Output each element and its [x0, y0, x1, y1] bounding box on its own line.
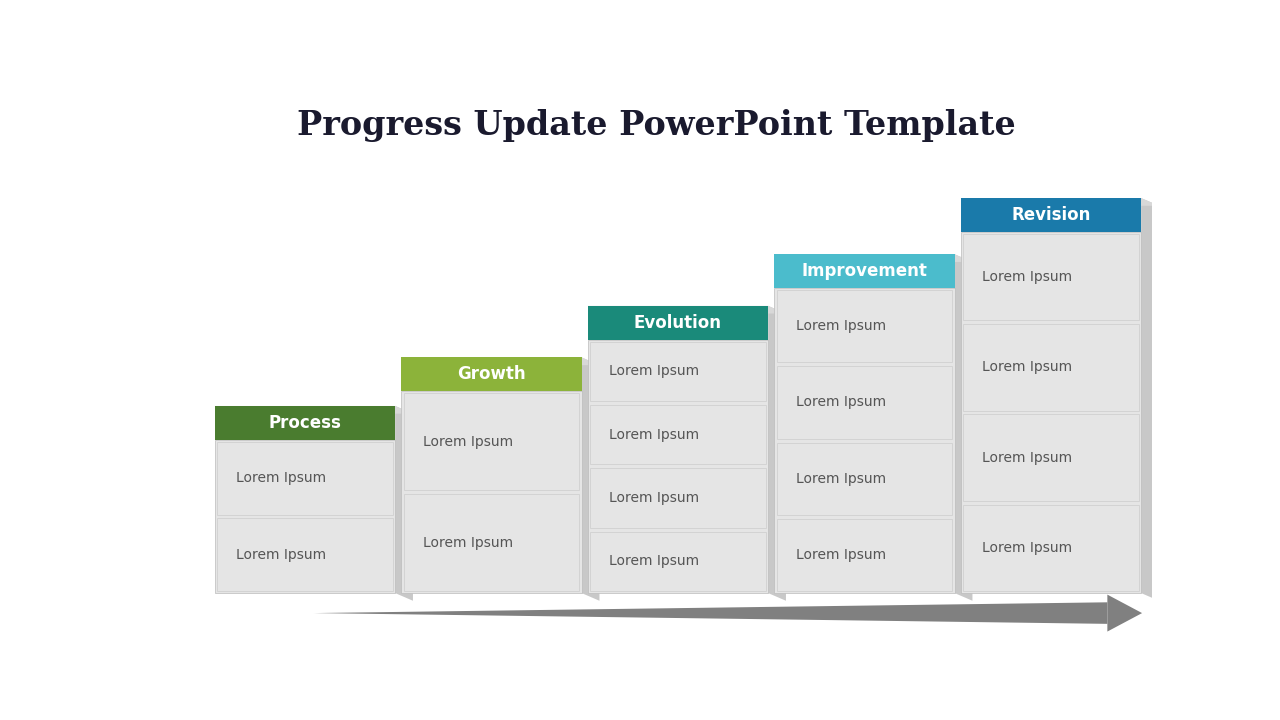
Text: Lorem Ipsum: Lorem Ipsum — [609, 491, 699, 505]
Text: Lorem Ipsum: Lorem Ipsum — [796, 472, 886, 486]
Polygon shape — [314, 603, 1107, 624]
Text: Process: Process — [269, 414, 342, 432]
Polygon shape — [1107, 595, 1142, 631]
Text: Revision: Revision — [1011, 206, 1091, 224]
Bar — [960, 232, 1140, 593]
Polygon shape — [774, 254, 973, 262]
Bar — [960, 198, 1140, 232]
Polygon shape — [768, 306, 786, 600]
Bar — [777, 290, 952, 362]
Bar — [963, 505, 1139, 591]
Bar — [777, 518, 952, 591]
Text: Improvement: Improvement — [801, 262, 927, 280]
Text: Lorem Ipsum: Lorem Ipsum — [422, 536, 513, 549]
Text: Lorem Ipsum: Lorem Ipsum — [796, 395, 886, 410]
Text: Lorem Ipsum: Lorem Ipsum — [982, 270, 1073, 284]
Text: Evolution: Evolution — [634, 314, 722, 332]
Bar — [403, 393, 579, 490]
Bar — [777, 443, 952, 515]
Bar — [963, 415, 1139, 501]
Polygon shape — [215, 406, 413, 414]
Bar — [588, 306, 768, 340]
Text: Lorem Ipsum: Lorem Ipsum — [609, 554, 699, 568]
Text: Lorem Ipsum: Lorem Ipsum — [422, 435, 513, 449]
Bar — [588, 340, 768, 593]
Text: Lorem Ipsum: Lorem Ipsum — [982, 541, 1073, 555]
Text: Lorem Ipsum: Lorem Ipsum — [609, 428, 699, 442]
Bar — [774, 288, 955, 593]
Bar — [218, 442, 393, 515]
Polygon shape — [396, 406, 413, 600]
Text: Lorem Ipsum: Lorem Ipsum — [237, 471, 326, 485]
Bar — [590, 405, 765, 464]
Polygon shape — [1140, 198, 1158, 600]
Text: Lorem Ipsum: Lorem Ipsum — [982, 451, 1073, 464]
Bar — [401, 357, 581, 391]
Polygon shape — [588, 306, 786, 313]
Text: Growth: Growth — [457, 365, 526, 383]
Bar — [218, 518, 393, 591]
Text: Lorem Ipsum: Lorem Ipsum — [609, 364, 699, 379]
Polygon shape — [955, 254, 973, 600]
Polygon shape — [960, 198, 1158, 206]
Bar — [963, 234, 1139, 320]
Bar — [401, 391, 581, 593]
Text: Lorem Ipsum: Lorem Ipsum — [796, 548, 886, 562]
Bar — [590, 531, 765, 591]
Bar — [215, 406, 396, 440]
Bar — [774, 254, 955, 288]
Bar — [590, 342, 765, 401]
Polygon shape — [401, 357, 599, 365]
Text: Lorem Ipsum: Lorem Ipsum — [982, 360, 1073, 374]
Text: Progress Update PowerPoint Template: Progress Update PowerPoint Template — [297, 109, 1015, 143]
Polygon shape — [581, 357, 599, 600]
Bar — [777, 366, 952, 438]
Bar — [963, 324, 1139, 410]
Bar — [215, 440, 396, 593]
Bar — [403, 494, 579, 591]
Text: Lorem Ipsum: Lorem Ipsum — [796, 319, 886, 333]
Text: Lorem Ipsum: Lorem Ipsum — [237, 548, 326, 562]
Bar — [590, 468, 765, 528]
